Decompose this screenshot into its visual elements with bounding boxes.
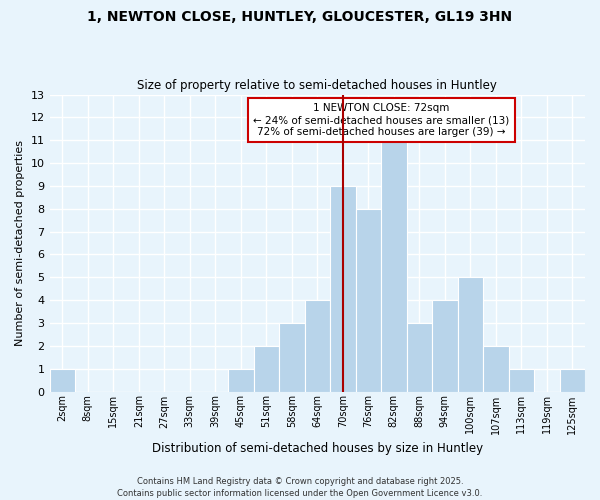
Bar — [254, 346, 279, 392]
Bar — [356, 209, 381, 392]
Bar — [432, 300, 458, 392]
Bar — [407, 323, 432, 392]
X-axis label: Distribution of semi-detached houses by size in Huntley: Distribution of semi-detached houses by … — [152, 442, 483, 455]
Title: Size of property relative to semi-detached houses in Huntley: Size of property relative to semi-detach… — [137, 79, 497, 92]
Text: Contains HM Land Registry data © Crown copyright and database right 2025.
Contai: Contains HM Land Registry data © Crown c… — [118, 476, 482, 498]
Bar — [305, 300, 330, 392]
Bar — [330, 186, 356, 392]
Bar — [483, 346, 509, 392]
Bar — [509, 368, 534, 392]
Bar — [381, 140, 407, 392]
Bar — [458, 278, 483, 392]
Bar — [228, 368, 254, 392]
Bar — [279, 323, 305, 392]
Bar — [50, 368, 75, 392]
Y-axis label: Number of semi-detached properties: Number of semi-detached properties — [15, 140, 25, 346]
Text: 1, NEWTON CLOSE, HUNTLEY, GLOUCESTER, GL19 3HN: 1, NEWTON CLOSE, HUNTLEY, GLOUCESTER, GL… — [88, 10, 512, 24]
Text: 1 NEWTON CLOSE: 72sqm
← 24% of semi-detached houses are smaller (13)
72% of semi: 1 NEWTON CLOSE: 72sqm ← 24% of semi-deta… — [253, 104, 509, 136]
Bar — [560, 368, 585, 392]
